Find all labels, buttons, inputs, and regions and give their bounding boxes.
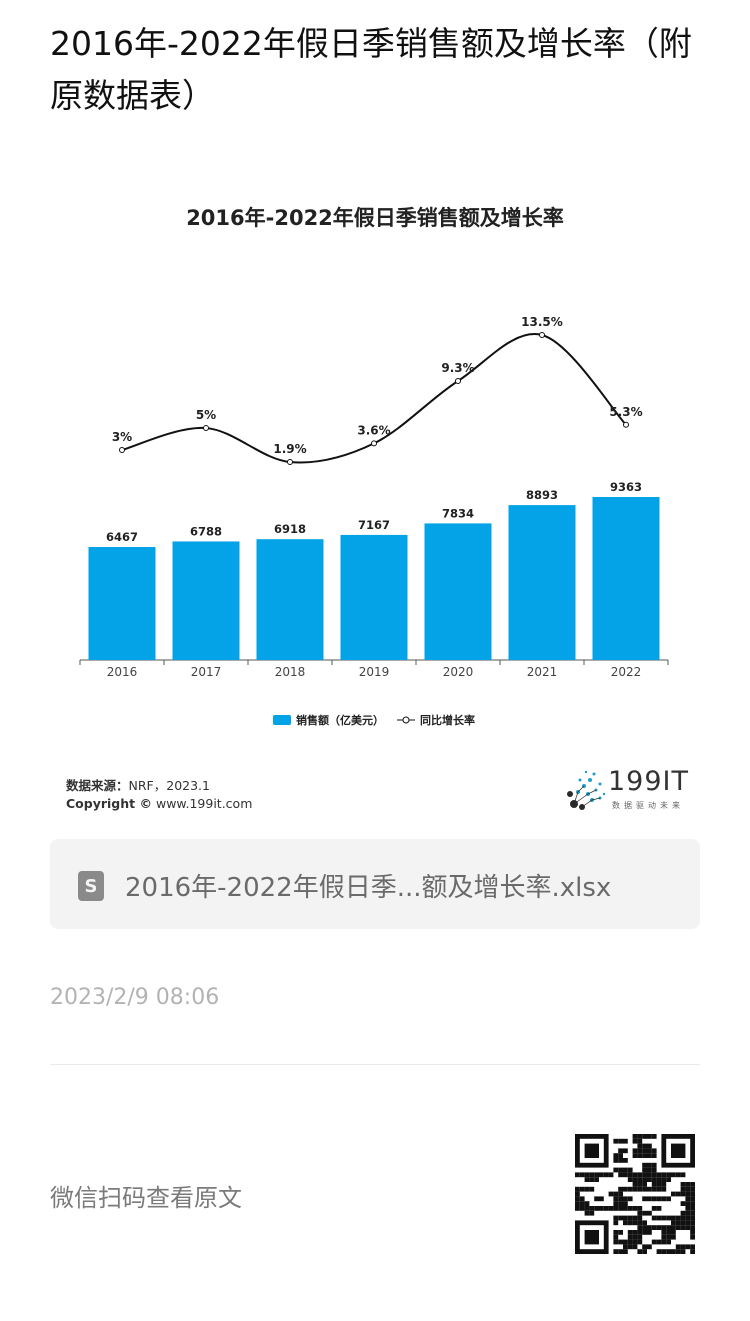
divider xyxy=(50,1064,700,1065)
growth-rate-label: 5.3% xyxy=(609,405,642,419)
growth-rate-point xyxy=(203,425,209,432)
logo-text: 199IT xyxy=(608,766,689,797)
bar xyxy=(424,523,492,660)
copyright: Copyright © www.199it.com xyxy=(66,796,252,811)
file-attachment[interactable]: 2016年-2022年假日季...额及增长率.xlsx xyxy=(50,839,700,929)
bar-data-label: 6918 xyxy=(274,522,306,536)
bar-data-label: 7834 xyxy=(442,506,474,520)
publish-timestamp: 2023/2/9 08:06 xyxy=(50,985,220,1010)
bar-data-label: 6467 xyxy=(106,530,138,544)
x-tick-label: 2016 xyxy=(107,665,138,679)
chart-card: 2016年-2022年假日季销售额及增长率 2016 6467 2017 6788 20… xyxy=(50,180,700,830)
copyright-label: Copyright © xyxy=(66,796,152,811)
qr-code-icon[interactable] xyxy=(575,1134,695,1254)
logo-icon xyxy=(567,770,606,810)
x-tick-label: 2020 xyxy=(443,665,474,679)
growth-rate-point xyxy=(539,332,545,338)
copyright-text: www.199it.com xyxy=(155,796,253,811)
x-tick-label: 2018 xyxy=(275,665,306,679)
x-tick-label: 2021 xyxy=(527,665,558,679)
x-tick-label: 2019 xyxy=(359,665,390,679)
growth-rate-point xyxy=(119,446,125,453)
bar xyxy=(256,539,324,660)
growth-rate-point xyxy=(371,440,377,447)
x-tick-label: 2022 xyxy=(611,665,642,679)
legend-bar-swatch xyxy=(273,715,291,725)
file-name[interactable]: 2016年-2022年假日季...额及增长率.xlsx xyxy=(125,873,612,903)
article-title: 2016年-2022年假日季销售额及增长率（附原数据表） xyxy=(50,24,692,115)
growth-rate-point xyxy=(623,421,629,428)
growth-rate-label: 13.5% xyxy=(521,315,563,329)
growth-rate-label: 3% xyxy=(112,430,132,444)
logo-tagline: 数据驱动未来 xyxy=(612,801,684,810)
bar xyxy=(592,497,660,660)
legend-bar-label: 销售额（亿美元） xyxy=(296,713,384,727)
growth-rate-label: 5% xyxy=(196,408,216,422)
bar xyxy=(88,547,156,660)
bar-data-label: 9363 xyxy=(610,480,642,494)
spreadsheet-icon xyxy=(78,871,104,901)
bar-data-label: 7167 xyxy=(358,518,390,532)
x-tick-label: 2017 xyxy=(191,665,222,679)
bar-data-label: 8893 xyxy=(526,488,558,502)
growth-rate-label: 3.6% xyxy=(357,423,390,437)
growth-rate-point xyxy=(455,377,461,384)
bar xyxy=(340,534,408,660)
logo: 199IT 数据驱动未来 xyxy=(560,766,700,816)
bar xyxy=(508,505,576,660)
growth-rate-label: 1.9% xyxy=(273,442,306,456)
legend-line-label: 同比增长率 xyxy=(420,713,475,727)
data-source: 数据来源：NRF，2023.1 xyxy=(66,775,210,794)
growth-rate-label: 9.3% xyxy=(441,361,474,375)
legend-line-marker xyxy=(402,716,410,724)
qr-label: 微信扫码查看原文 xyxy=(50,1184,242,1212)
data-source-text: NRF，2023.1 xyxy=(128,778,210,793)
bar xyxy=(172,541,240,660)
chart-title: 2016年-2022年假日季销售额及增长率 xyxy=(186,206,564,230)
chart: 2016 6467 2017 6788 2018 6918 2019 7167 2020 7834… xyxy=(79,315,669,727)
bar-data-label: 6788 xyxy=(190,524,222,538)
data-source-label: 数据来源： xyxy=(66,778,129,793)
growth-rate-point xyxy=(287,459,293,465)
